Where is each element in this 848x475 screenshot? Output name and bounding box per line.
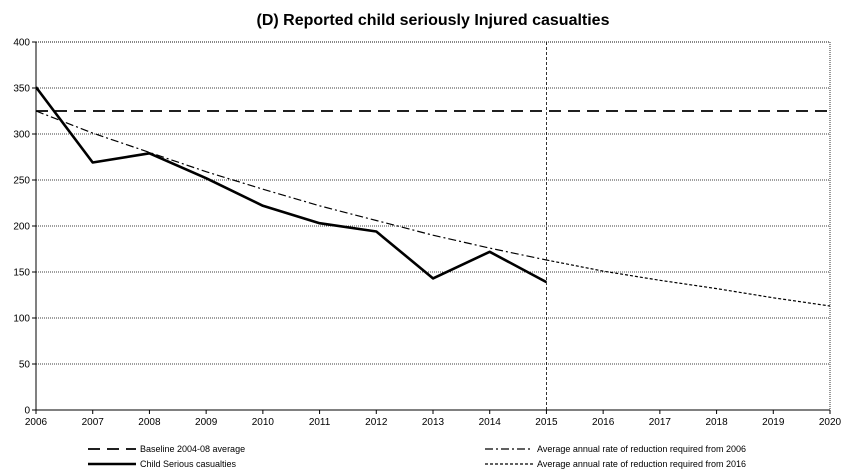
x-tick-label: 2012: [365, 417, 388, 428]
series-line-3: [546, 259, 831, 307]
x-tick-label: 2008: [138, 417, 161, 428]
y-tick-label: 150: [13, 268, 30, 279]
y-tick-label: 250: [13, 176, 30, 187]
y-tick-label: 50: [19, 360, 31, 371]
x-tick-label: 2014: [479, 417, 502, 428]
x-tick-label: 2007: [82, 417, 105, 428]
axes: 0 50 100 150 200 250 300 350 400 2006 2007 2008 2009…: [13, 38, 841, 429]
legend-label-3: Average annual rate of reduction require…: [537, 459, 746, 469]
x-tick-label: 2018: [705, 417, 728, 428]
y-tick-label: 300: [13, 130, 30, 141]
x-tick-label: 2013: [422, 417, 445, 428]
x-tick-label: 2010: [252, 417, 275, 428]
x-tick-label: 2020: [819, 417, 842, 428]
legend-label-0: Baseline 2004-08 average: [140, 444, 245, 454]
x-tick-label: 2016: [592, 417, 615, 428]
series-lines: [34, 86, 831, 307]
series-line-1: [34, 86, 548, 284]
x-tick-label: 2015: [535, 417, 558, 428]
x-tick-label: 2017: [649, 417, 672, 428]
y-tick-label: 400: [13, 38, 30, 49]
y-tick-label: 100: [13, 314, 30, 325]
x-tick-label: 2009: [195, 417, 218, 428]
legend-label-2: Average annual rate of reduction require…: [537, 444, 746, 454]
gridlines: [35, 41, 831, 411]
y-tick-label: 350: [13, 84, 30, 95]
x-tick-label: 2006: [25, 417, 48, 428]
series-line-2: [35, 110, 547, 261]
legend: Baseline 2004-08 average Average annual r…: [88, 444, 746, 469]
y-tick-label: 200: [13, 222, 30, 233]
x-tick-label: 2011: [309, 417, 331, 428]
y-tick-label: 0: [24, 406, 30, 417]
x-tick-label: 2019: [762, 417, 785, 428]
legend-label-1: Child Serious casualties: [140, 459, 237, 469]
chart-title: (D) Reported child seriously Injured cas…: [257, 12, 610, 29]
